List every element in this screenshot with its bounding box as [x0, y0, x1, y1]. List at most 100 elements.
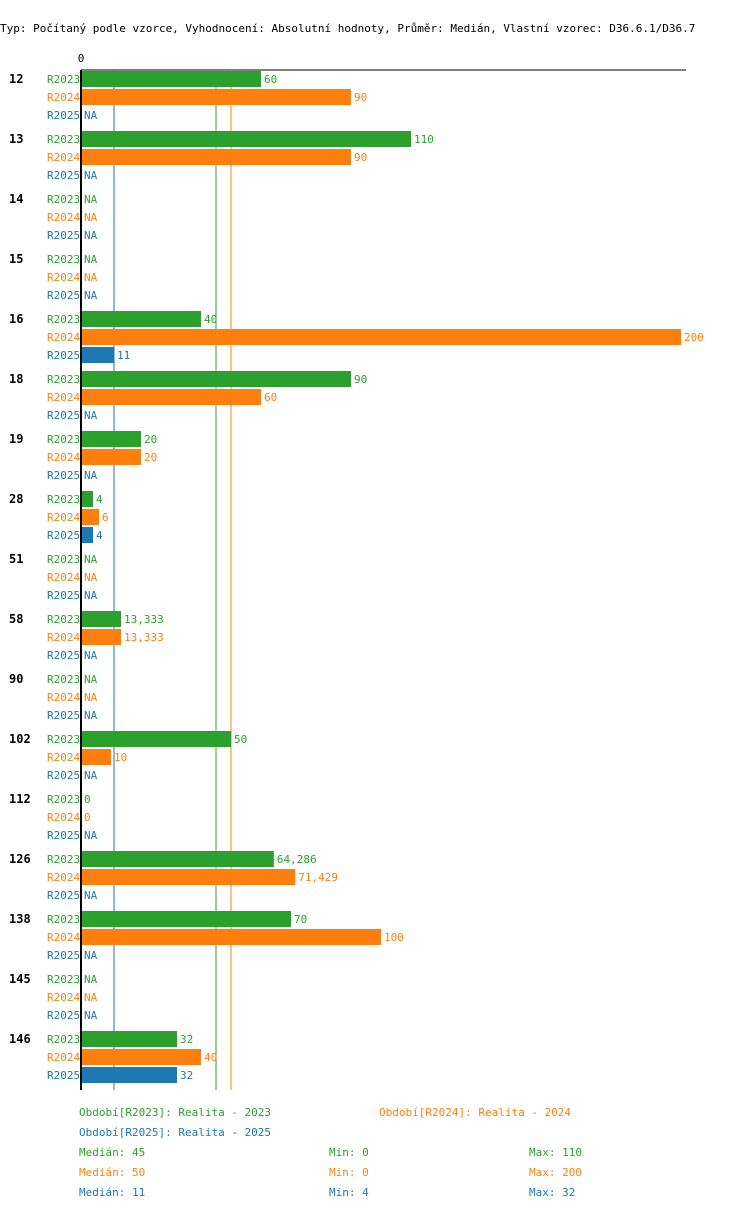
bar-102-r2024 [81, 749, 111, 765]
series-label-r2024-146: R2024 [47, 1051, 80, 1064]
bar-28-r2023 [81, 491, 93, 507]
series-label-r2023-146: R2023 [47, 1033, 80, 1046]
value-label-126-r2025: NA [84, 889, 98, 902]
series-label-r2024-14: R2024 [47, 211, 80, 224]
value-label-51-r2023: NA [84, 553, 98, 566]
bar-146-r2024 [81, 1049, 201, 1065]
value-label-13-r2024: 90 [354, 151, 367, 164]
bar-16-r2025 [81, 347, 114, 363]
value-label-146-r2025: 32 [180, 1069, 193, 1082]
series-label-r2024-12: R2024 [47, 91, 80, 104]
value-label-90-r2025: NA [84, 709, 98, 722]
bar-13-r2024 [81, 149, 351, 165]
series-label-r2023-16: R2023 [47, 313, 80, 326]
series-label-r2024-16: R2024 [47, 331, 80, 344]
series-label-r2025-13: R2025 [47, 169, 80, 182]
series-label-r2023-13: R2023 [47, 133, 80, 146]
value-label-126-r2024: 71,429 [298, 871, 338, 884]
value-label-58-r2025: NA [84, 649, 98, 662]
series-label-r2023-112: R2023 [47, 793, 80, 806]
series-label-r2023-145: R2023 [47, 973, 80, 986]
value-label-14-r2024: NA [84, 211, 98, 224]
value-label-12-r2025: NA [84, 109, 98, 122]
bar-58-r2023 [81, 611, 121, 627]
value-label-13-r2023: 110 [414, 133, 434, 146]
series-label-r2023-18: R2023 [47, 373, 80, 386]
series-label-r2024-112: R2024 [47, 811, 80, 824]
value-label-51-r2024: NA [84, 571, 98, 584]
chart-title: Typ: Počítaný podle vzorce, Vyhodnocení:… [0, 22, 696, 35]
stat-min-r2025: Min: 4 [329, 1186, 369, 1199]
group-label-14: 14 [9, 192, 23, 206]
value-label-146-r2023: 32 [180, 1033, 193, 1046]
series-label-r2023-126: R2023 [47, 853, 80, 866]
series-label-r2023-58: R2023 [47, 613, 80, 626]
series-label-r2025-126: R2025 [47, 889, 80, 902]
series-label-r2025-15: R2025 [47, 289, 80, 302]
group-label-126: 126 [9, 852, 31, 866]
legend-r2025: Období[R2025]: Realita - 2025 [79, 1126, 272, 1139]
stat-max-r2025: Max: 32 [529, 1186, 576, 1199]
series-label-r2024-51: R2024 [47, 571, 80, 584]
series-label-r2024-13: R2024 [47, 151, 80, 164]
value-label-16-r2023: 40 [204, 313, 217, 326]
series-label-r2024-145: R2024 [47, 991, 80, 1004]
series-label-r2023-28: R2023 [47, 493, 80, 506]
series-label-r2024-15: R2024 [47, 271, 80, 284]
series-label-r2025-14: R2025 [47, 229, 80, 242]
stat-median-r2023: Medián: 45 [79, 1146, 146, 1159]
group-label-19: 19 [9, 432, 23, 446]
group-label-102: 102 [9, 732, 31, 746]
group-label-112: 112 [9, 792, 31, 806]
value-label-28-r2024: 6 [102, 511, 109, 524]
group-label-15: 15 [9, 252, 23, 266]
value-label-19-r2023: 20 [144, 433, 157, 446]
series-label-r2024-126: R2024 [47, 871, 80, 884]
bar-18-r2024 [81, 389, 261, 405]
value-label-15-r2025: NA [84, 289, 98, 302]
bar-126-r2023 [81, 851, 274, 867]
bar-19-r2023 [81, 431, 141, 447]
value-label-12-r2024: 90 [354, 91, 367, 104]
value-label-18-r2024: 60 [264, 391, 277, 404]
value-label-14-r2023: NA [84, 193, 98, 206]
series-label-r2025-51: R2025 [47, 589, 80, 602]
group-label-138: 138 [9, 912, 31, 926]
group-label-28: 28 [9, 492, 23, 506]
value-label-112-r2025: NA [84, 829, 98, 842]
series-label-r2023-14: R2023 [47, 193, 80, 206]
stat-max-r2024: Max: 200 [529, 1166, 582, 1179]
bar-102-r2023 [81, 731, 231, 747]
group-label-58: 58 [9, 612, 23, 626]
value-label-12-r2023: 60 [264, 73, 277, 86]
series-label-r2023-51: R2023 [47, 553, 80, 566]
bar-138-r2023 [81, 911, 291, 927]
bar-28-r2025 [81, 527, 93, 543]
value-label-90-r2023: NA [84, 673, 98, 686]
value-label-58-r2024: 13,333 [124, 631, 164, 644]
value-label-112-r2024: 0 [84, 811, 91, 824]
value-label-145-r2025: NA [84, 1009, 98, 1022]
bar-138-r2024 [81, 929, 381, 945]
value-label-18-r2023: 90 [354, 373, 367, 386]
value-label-145-r2024: NA [84, 991, 98, 1004]
value-label-16-r2024: 200 [684, 331, 704, 344]
bar-16-r2023 [81, 311, 201, 327]
stat-median-r2025: Medián: 11 [79, 1186, 146, 1199]
value-label-90-r2024: NA [84, 691, 98, 704]
x-axis-zero-label: 0 [78, 52, 85, 65]
group-label-51: 51 [9, 552, 23, 566]
group-label-18: 18 [9, 372, 23, 386]
series-label-r2025-146: R2025 [47, 1069, 80, 1082]
series-label-r2024-90: R2024 [47, 691, 80, 704]
value-label-13-r2025: NA [84, 169, 98, 182]
bar-146-r2023 [81, 1031, 177, 1047]
value-label-16-r2025: 11 [117, 349, 130, 362]
value-label-28-r2023: 4 [96, 493, 103, 506]
series-label-r2023-19: R2023 [47, 433, 80, 446]
value-label-14-r2025: NA [84, 229, 98, 242]
value-label-102-r2025: NA [84, 769, 98, 782]
value-label-102-r2024: 10 [114, 751, 127, 764]
value-label-138-r2023: 70 [294, 913, 307, 926]
